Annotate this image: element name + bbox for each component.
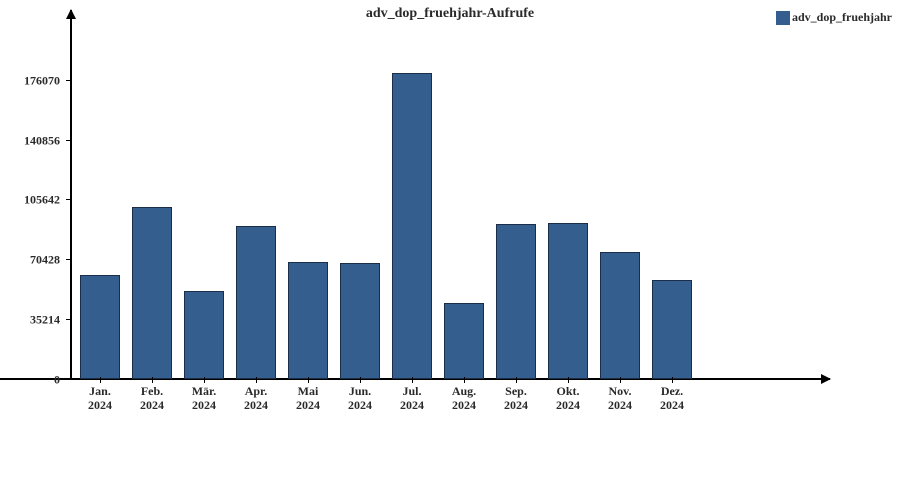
chart-legend: adv_dop_fruehjahr <box>776 10 892 25</box>
y-axis-label: 105642 <box>8 193 60 208</box>
x-axis-tick <box>672 377 673 383</box>
bar <box>80 275 120 379</box>
x-axis-tick <box>620 377 621 383</box>
x-axis-tick <box>204 377 205 383</box>
x-axis-tick <box>516 377 517 383</box>
x-axis-tick <box>568 377 569 383</box>
x-axis-tick <box>152 377 153 383</box>
y-axis-label: 70428 <box>8 253 60 268</box>
y-axis-label: 176070 <box>8 73 60 88</box>
bar <box>444 303 484 380</box>
x-axis-label: Dez. 2024 <box>648 384 696 412</box>
bar <box>184 291 224 379</box>
x-axis-label: Nov. 2024 <box>596 384 644 412</box>
y-axis-tick <box>66 319 72 320</box>
y-axis-labels: 03521470428105642140856176070 <box>8 40 66 380</box>
x-axis-labels: Jan. 2024Feb. 2024Mär. 2024Apr. 2024Mai … <box>80 384 740 420</box>
y-axis-arrow-icon <box>66 9 76 19</box>
legend-swatch <box>776 11 790 25</box>
bar <box>496 224 536 379</box>
bar <box>548 223 588 379</box>
x-axis-label: Jan. 2024 <box>76 384 124 412</box>
bar <box>288 262 328 379</box>
bar <box>132 207 172 379</box>
x-axis-label: Sep. 2024 <box>492 384 540 412</box>
x-axis-tick <box>360 377 361 383</box>
legend-label: adv_dop_fruehjahr <box>792 10 892 25</box>
x-axis-tick <box>412 377 413 383</box>
x-axis-tick <box>464 377 465 383</box>
chart-area: 03521470428105642140856176070 Jan. 2024F… <box>70 10 760 490</box>
y-axis-tick <box>66 199 72 200</box>
y-axis-tick <box>66 80 72 81</box>
x-axis-label: Jun. 2024 <box>336 384 384 412</box>
y-axis-label: 35214 <box>8 313 60 328</box>
y-axis-tick <box>66 259 72 260</box>
x-axis-tick <box>100 377 101 383</box>
x-axis-label: Mär. 2024 <box>180 384 228 412</box>
x-axis-label: Mai 2024 <box>284 384 332 412</box>
bar <box>392 73 432 379</box>
chart-container: adv_dop_fruehjahr-Aufrufe adv_dop_fruehj… <box>0 0 900 500</box>
x-axis-label: Aug. 2024 <box>440 384 488 412</box>
y-axis-tick <box>66 140 72 141</box>
x-axis-tick <box>308 377 309 383</box>
bar <box>652 280 692 379</box>
y-axis-label: 0 <box>8 373 60 388</box>
bar <box>236 226 276 379</box>
bar <box>600 252 640 380</box>
y-axis-tick <box>66 379 72 380</box>
x-axis-label: Jul. 2024 <box>388 384 436 412</box>
x-axis-label: Feb. 2024 <box>128 384 176 412</box>
x-axis-label: Apr. 2024 <box>232 384 280 412</box>
y-axis-label: 140856 <box>8 133 60 148</box>
x-axis-label: Okt. 2024 <box>544 384 592 412</box>
x-axis-tick <box>256 377 257 383</box>
x-axis-arrow-icon <box>821 374 831 384</box>
chart-bars <box>80 39 740 379</box>
y-axis <box>70 10 72 380</box>
bar <box>340 263 380 379</box>
